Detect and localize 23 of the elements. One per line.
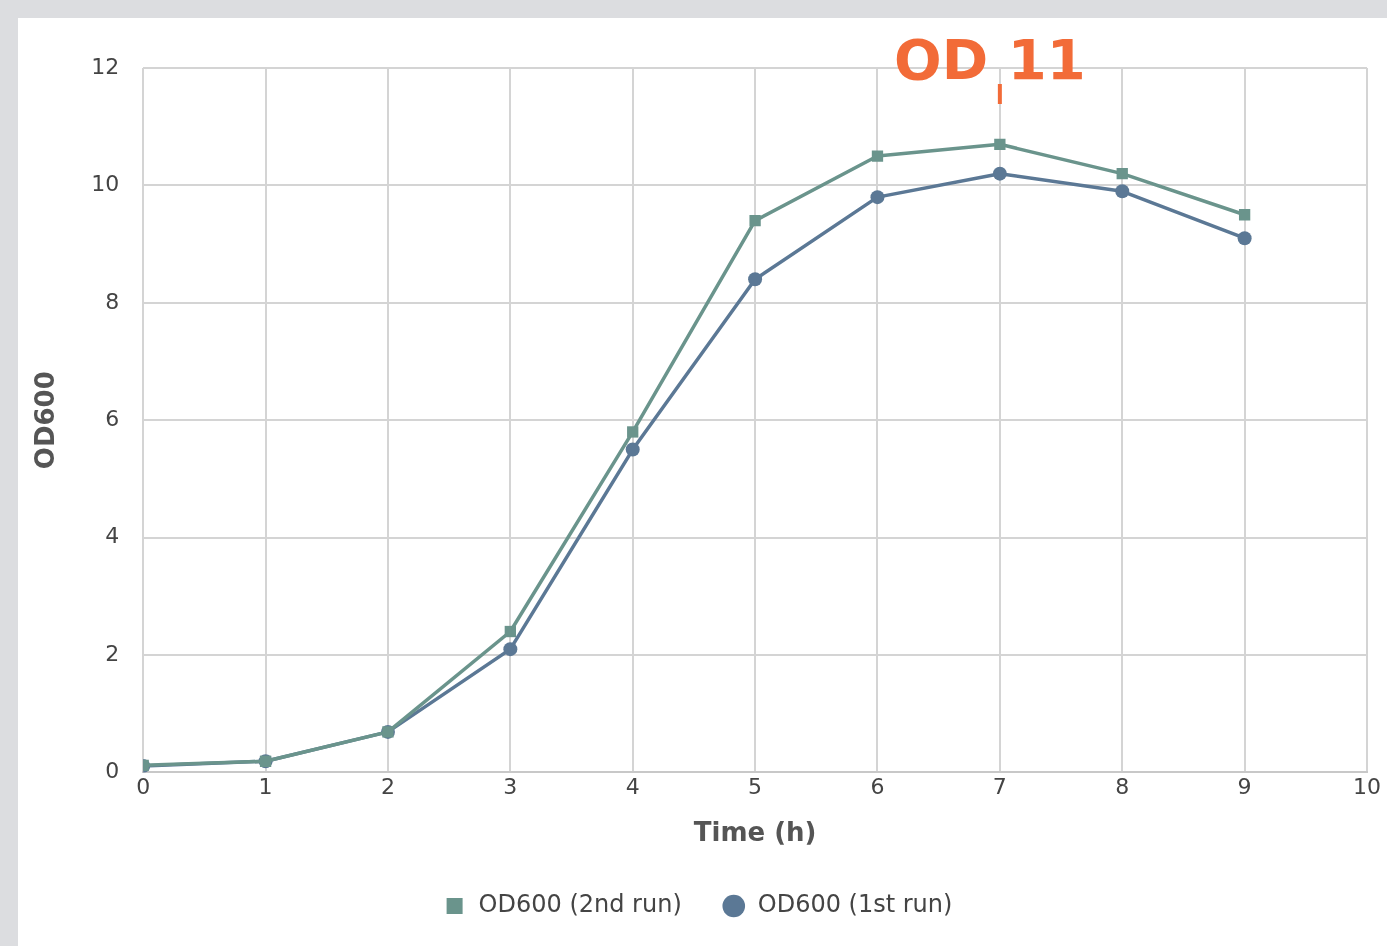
x-tick-label: 2 xyxy=(380,774,395,800)
y-tick-label: 0 xyxy=(105,758,120,784)
legend-label: OD600 (1st run) xyxy=(757,890,953,919)
x-tick-label: 9 xyxy=(1237,774,1252,800)
x-tick-label: 6 xyxy=(870,774,885,800)
y-tick-label: 8 xyxy=(105,288,120,314)
x-tick-label: 1 xyxy=(258,774,273,800)
x-tick-label: 8 xyxy=(1115,774,1130,800)
x-tick-label: 0 xyxy=(136,774,151,800)
y-tick-label: 6 xyxy=(105,405,120,431)
x-tick-label: 7 xyxy=(992,774,1007,800)
x-axis-title: Time (h) xyxy=(693,817,817,848)
x-tick-label: 3 xyxy=(503,774,518,800)
y-tick-label: 10 xyxy=(91,171,120,197)
y-axis-title: OD600 xyxy=(30,371,61,470)
x-tick-label: 10 xyxy=(1353,774,1381,800)
y-tick-label: 4 xyxy=(105,523,120,549)
legend-label: OD600 (2nd run) xyxy=(478,890,682,919)
y-tick-label: 12 xyxy=(91,53,120,79)
x-tick-label: 5 xyxy=(748,774,763,800)
y-tick-label: 2 xyxy=(105,640,120,666)
x-tick-label: 4 xyxy=(625,774,640,800)
annotation: OD 11 xyxy=(894,26,1086,92)
